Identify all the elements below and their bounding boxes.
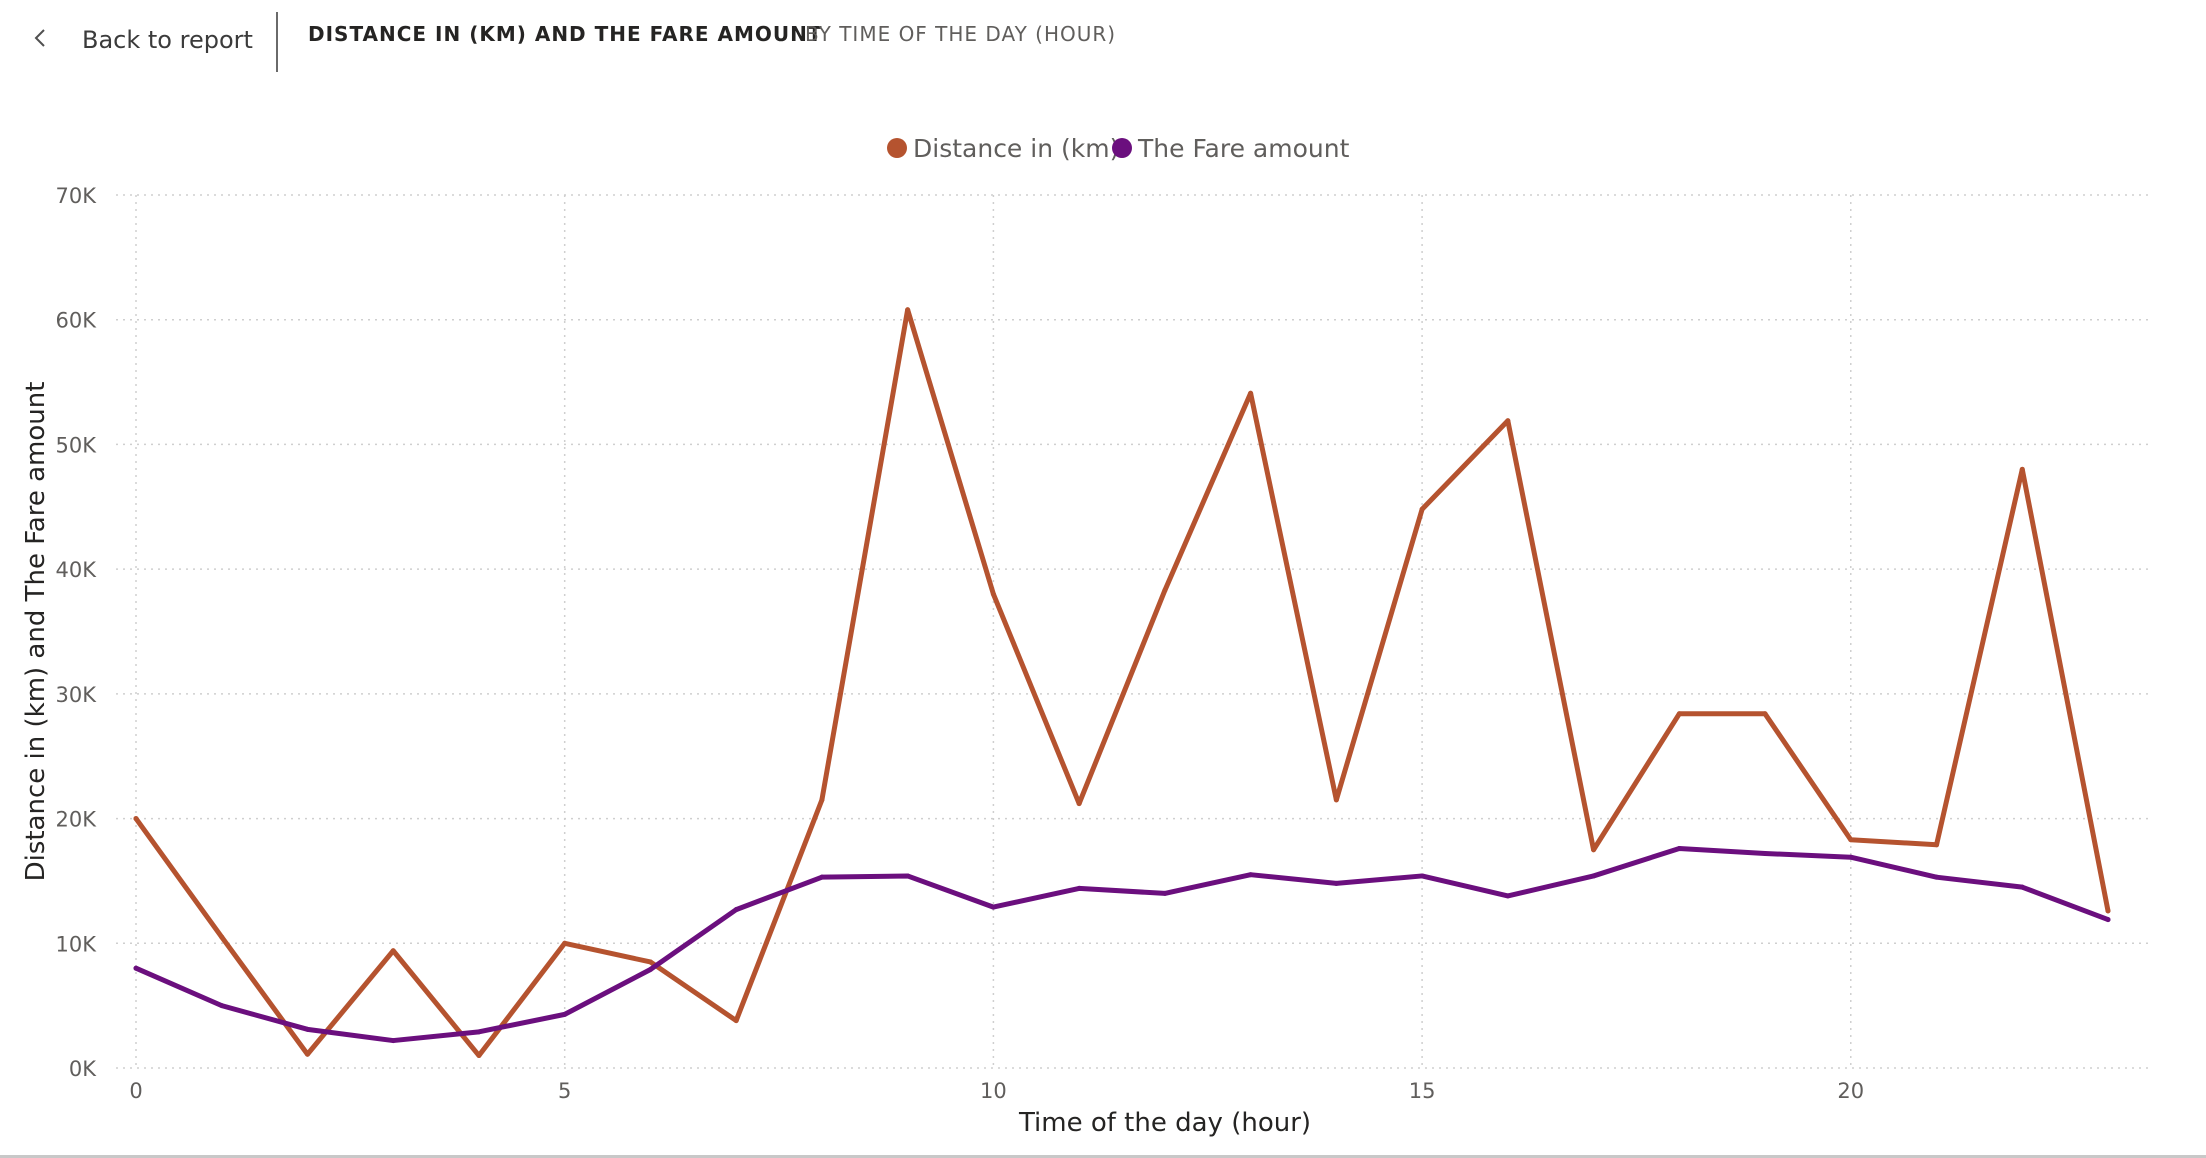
data-point	[990, 904, 996, 910]
series-line-fare	[133, 846, 2111, 1044]
x-axis-title: Time of the day (hour)	[1018, 1108, 1311, 1138]
legend-label: Distance in (km)	[913, 134, 1119, 163]
data-point	[390, 1038, 396, 1044]
data-point	[1162, 587, 1168, 593]
header-bar: Back to report DISTANCE IN (KM) AND THE …	[0, 0, 2206, 75]
data-point	[219, 934, 225, 940]
y-tick-label: 20K	[56, 808, 98, 832]
data-point	[133, 816, 139, 822]
data-point	[1848, 837, 1854, 843]
data-point	[2105, 917, 2111, 923]
data-point	[1676, 846, 1682, 852]
header-divider	[276, 12, 278, 72]
data-point	[2019, 884, 2025, 890]
visual-subtitle: BY TIME OF THE DAY (HOUR)	[805, 22, 1117, 46]
x-tick-label: 10	[980, 1079, 1007, 1103]
y-tick-label: 0K	[69, 1057, 97, 1081]
data-point	[1591, 873, 1597, 879]
back-to-report-button[interactable]: Back to report	[30, 18, 253, 62]
data-point	[647, 959, 653, 965]
data-point	[647, 966, 653, 972]
x-tick-label: 0	[129, 1079, 142, 1103]
chevron-left-icon	[30, 27, 52, 53]
legend-marker	[887, 138, 907, 158]
y-tick-label: 50K	[56, 433, 98, 457]
data-point	[1934, 874, 1940, 880]
data-point	[1505, 893, 1511, 899]
data-point	[1248, 872, 1254, 878]
data-point	[1333, 797, 1339, 803]
data-point	[733, 907, 739, 913]
data-point	[733, 1018, 739, 1024]
data-point	[2105, 908, 2111, 914]
x-tick-label: 20	[1837, 1079, 1864, 1103]
data-point	[1419, 506, 1425, 512]
data-point	[304, 1051, 310, 1057]
data-point	[1848, 854, 1854, 860]
y-axis-title: Distance in (km) and The Fare amount	[21, 382, 51, 882]
data-point	[1591, 847, 1597, 853]
data-point	[1333, 880, 1339, 886]
bottom-divider	[0, 1155, 2206, 1158]
data-point	[562, 940, 568, 946]
data-point	[219, 1003, 225, 1009]
x-tick-label: 15	[1409, 1079, 1436, 1103]
y-tick-label: 40K	[56, 558, 98, 582]
back-label: Back to report	[82, 26, 253, 54]
data-point	[990, 591, 996, 597]
data-point	[905, 873, 911, 879]
data-point	[1162, 890, 1168, 896]
data-point	[304, 1026, 310, 1032]
data-point	[1762, 711, 1768, 717]
legend-marker	[1112, 138, 1132, 158]
data-point	[2019, 466, 2025, 472]
visual-title: DISTANCE IN (KM) AND THE FARE AMOUNT	[308, 22, 823, 46]
x-tick-label: 5	[558, 1079, 571, 1103]
series-line-distance	[133, 307, 2111, 1059]
data-point	[562, 1011, 568, 1017]
data-point	[1248, 390, 1254, 396]
data-point	[1505, 418, 1511, 424]
data-point	[1762, 850, 1768, 856]
data-point	[133, 965, 139, 971]
data-point	[1419, 873, 1425, 879]
data-point	[476, 1053, 482, 1059]
y-tick-label: 30K	[56, 683, 98, 707]
data-point	[905, 307, 911, 313]
data-point	[1934, 842, 1940, 848]
data-point	[1676, 711, 1682, 717]
y-tick-label: 70K	[56, 184, 98, 208]
data-point	[476, 1029, 482, 1035]
data-point	[819, 797, 825, 803]
y-tick-label: 10K	[56, 932, 98, 956]
data-point	[390, 948, 396, 954]
data-point	[1076, 801, 1082, 807]
data-point	[819, 874, 825, 880]
y-tick-label: 60K	[56, 309, 98, 333]
data-point	[1076, 885, 1082, 891]
legend-label: The Fare amount	[1137, 134, 1350, 163]
